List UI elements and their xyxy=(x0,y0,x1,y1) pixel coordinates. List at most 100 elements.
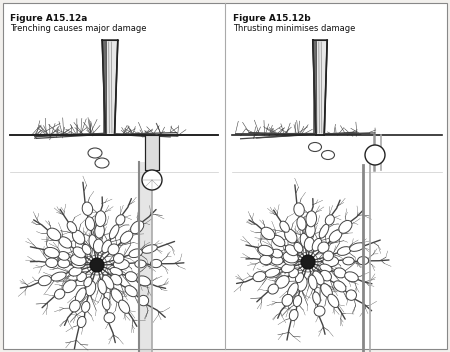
Circle shape xyxy=(142,170,162,190)
Text: Figure A15.12a: Figure A15.12a xyxy=(10,14,87,23)
Ellipse shape xyxy=(309,275,317,289)
Circle shape xyxy=(365,145,385,165)
Ellipse shape xyxy=(300,233,308,247)
Ellipse shape xyxy=(58,259,70,268)
Ellipse shape xyxy=(113,253,124,263)
Ellipse shape xyxy=(86,217,94,231)
Ellipse shape xyxy=(125,285,137,297)
Text: Figure A15.12b: Figure A15.12b xyxy=(233,14,310,23)
Ellipse shape xyxy=(73,247,86,258)
Ellipse shape xyxy=(297,216,306,230)
Ellipse shape xyxy=(84,277,92,287)
Ellipse shape xyxy=(45,258,58,268)
Polygon shape xyxy=(102,40,105,135)
Ellipse shape xyxy=(282,294,293,306)
Ellipse shape xyxy=(329,230,342,242)
Ellipse shape xyxy=(357,257,369,265)
Ellipse shape xyxy=(321,284,333,297)
Ellipse shape xyxy=(282,263,294,273)
Ellipse shape xyxy=(86,281,96,296)
Ellipse shape xyxy=(151,259,162,268)
Ellipse shape xyxy=(320,270,332,281)
Ellipse shape xyxy=(135,260,146,268)
Ellipse shape xyxy=(72,230,85,244)
Ellipse shape xyxy=(110,268,122,276)
Ellipse shape xyxy=(294,203,304,216)
Polygon shape xyxy=(313,40,316,135)
Ellipse shape xyxy=(325,215,334,225)
Ellipse shape xyxy=(261,227,274,240)
Ellipse shape xyxy=(95,224,104,238)
Ellipse shape xyxy=(321,151,334,159)
Ellipse shape xyxy=(306,211,317,227)
Ellipse shape xyxy=(72,260,85,268)
Ellipse shape xyxy=(285,229,297,243)
Ellipse shape xyxy=(113,259,129,270)
Ellipse shape xyxy=(323,256,338,266)
Circle shape xyxy=(90,258,104,272)
Ellipse shape xyxy=(296,273,304,283)
Ellipse shape xyxy=(70,300,80,312)
Ellipse shape xyxy=(111,289,123,303)
Ellipse shape xyxy=(69,267,82,276)
Ellipse shape xyxy=(110,274,122,285)
Ellipse shape xyxy=(77,316,86,327)
Ellipse shape xyxy=(333,281,346,292)
Ellipse shape xyxy=(294,243,303,252)
Ellipse shape xyxy=(309,143,321,151)
Ellipse shape xyxy=(95,211,106,227)
Text: Thrusting minimises damage: Thrusting minimises damage xyxy=(233,24,356,33)
Ellipse shape xyxy=(125,272,137,282)
Ellipse shape xyxy=(285,245,297,256)
Ellipse shape xyxy=(258,245,274,256)
Ellipse shape xyxy=(138,295,148,306)
Ellipse shape xyxy=(288,283,298,297)
Ellipse shape xyxy=(350,243,365,251)
Ellipse shape xyxy=(343,257,354,265)
Text: Trenching causes major damage: Trenching causes major damage xyxy=(10,24,147,33)
Polygon shape xyxy=(324,40,327,135)
Ellipse shape xyxy=(44,247,59,258)
Ellipse shape xyxy=(297,277,307,291)
Ellipse shape xyxy=(82,244,91,254)
Ellipse shape xyxy=(129,249,143,258)
Ellipse shape xyxy=(314,306,325,316)
Ellipse shape xyxy=(328,294,339,308)
Ellipse shape xyxy=(102,240,112,253)
Ellipse shape xyxy=(98,279,106,294)
Ellipse shape xyxy=(284,257,297,265)
Ellipse shape xyxy=(116,215,125,225)
Ellipse shape xyxy=(345,272,358,282)
Ellipse shape xyxy=(313,271,324,285)
Ellipse shape xyxy=(58,252,69,260)
Ellipse shape xyxy=(293,296,302,307)
Bar xyxy=(145,135,159,170)
Ellipse shape xyxy=(88,148,102,158)
Polygon shape xyxy=(102,40,118,135)
Ellipse shape xyxy=(47,228,61,240)
Ellipse shape xyxy=(271,256,283,265)
Ellipse shape xyxy=(142,245,157,253)
Ellipse shape xyxy=(338,247,351,256)
Ellipse shape xyxy=(280,221,289,232)
Ellipse shape xyxy=(265,268,280,277)
Ellipse shape xyxy=(81,301,90,313)
Ellipse shape xyxy=(119,300,130,313)
Ellipse shape xyxy=(306,223,315,238)
Ellipse shape xyxy=(334,268,346,278)
Ellipse shape xyxy=(102,297,110,310)
Ellipse shape xyxy=(319,224,329,238)
Ellipse shape xyxy=(104,313,115,323)
Ellipse shape xyxy=(253,271,266,282)
Ellipse shape xyxy=(109,225,119,239)
Ellipse shape xyxy=(276,276,289,288)
Ellipse shape xyxy=(54,289,65,299)
Ellipse shape xyxy=(51,272,66,281)
Ellipse shape xyxy=(89,235,97,249)
Ellipse shape xyxy=(271,249,283,258)
Ellipse shape xyxy=(71,254,86,265)
Ellipse shape xyxy=(304,237,315,251)
Ellipse shape xyxy=(318,242,329,253)
Ellipse shape xyxy=(268,284,279,294)
Ellipse shape xyxy=(272,235,285,247)
